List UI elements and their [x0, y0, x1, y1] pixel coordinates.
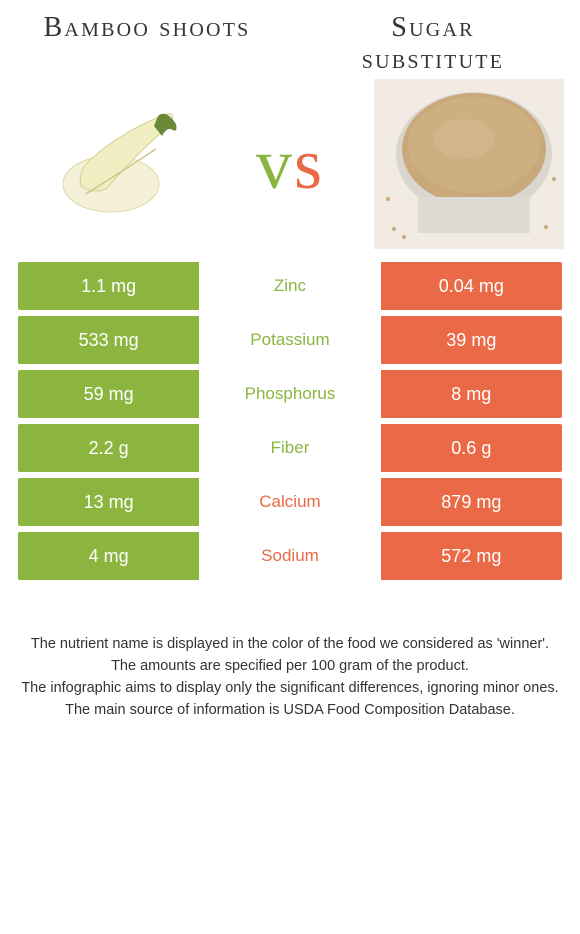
left-value: 4 mg: [18, 532, 199, 580]
title-left: Bamboo shoots: [30, 12, 264, 44]
header: Bamboo shoots Sugar substitute: [0, 0, 580, 84]
bamboo-image: [16, 84, 206, 244]
left-value: 59 mg: [18, 370, 199, 418]
footer-notes: The nutrient name is displayed in the co…: [0, 586, 580, 721]
vs-s: s: [294, 124, 324, 204]
title-right: Sugar substitute: [316, 12, 550, 76]
nutrient-label: Potassium: [199, 316, 380, 364]
right-value: 879 mg: [381, 478, 562, 526]
sugar-image: [374, 84, 564, 244]
table-row: 13 mgCalcium879 mg: [18, 478, 562, 526]
right-value: 39 mg: [381, 316, 562, 364]
footer-line: The infographic aims to display only the…: [8, 678, 572, 700]
table-row: 533 mgPotassium39 mg: [18, 316, 562, 364]
table-row: 2.2 gFiber0.6 g: [18, 424, 562, 472]
right-value: 572 mg: [381, 532, 562, 580]
table-row: 59 mgPhosphorus8 mg: [18, 370, 562, 418]
nutrient-label: Calcium: [199, 478, 380, 526]
images-row: vs: [0, 84, 580, 262]
footer-line: The amounts are specified per 100 gram o…: [8, 656, 572, 678]
left-value: 533 mg: [18, 316, 199, 364]
nutrient-label: Zinc: [199, 262, 380, 310]
vs-label: vs: [256, 123, 324, 206]
vs-v: v: [256, 124, 294, 204]
nutrient-table: 1.1 mgZinc0.04 mg 533 mgPotassium39 mg 59 …: [0, 262, 580, 580]
infographic-container: Bamboo shoots Sugar substitute vs: [0, 0, 580, 934]
right-value: 8 mg: [381, 370, 562, 418]
footer-line: The nutrient name is displayed in the co…: [8, 634, 572, 656]
table-row: 1.1 mgZinc0.04 mg: [18, 262, 562, 310]
table-row: 4 mgSodium572 mg: [18, 532, 562, 580]
nutrient-label: Fiber: [199, 424, 380, 472]
nutrient-label: Phosphorus: [199, 370, 380, 418]
footer-line: The main source of information is USDA F…: [8, 700, 572, 722]
left-value: 13 mg: [18, 478, 199, 526]
right-value: 0.6 g: [381, 424, 562, 472]
nutrient-label: Sodium: [199, 532, 380, 580]
left-value: 2.2 g: [18, 424, 199, 472]
right-value: 0.04 mg: [381, 262, 562, 310]
left-value: 1.1 mg: [18, 262, 199, 310]
